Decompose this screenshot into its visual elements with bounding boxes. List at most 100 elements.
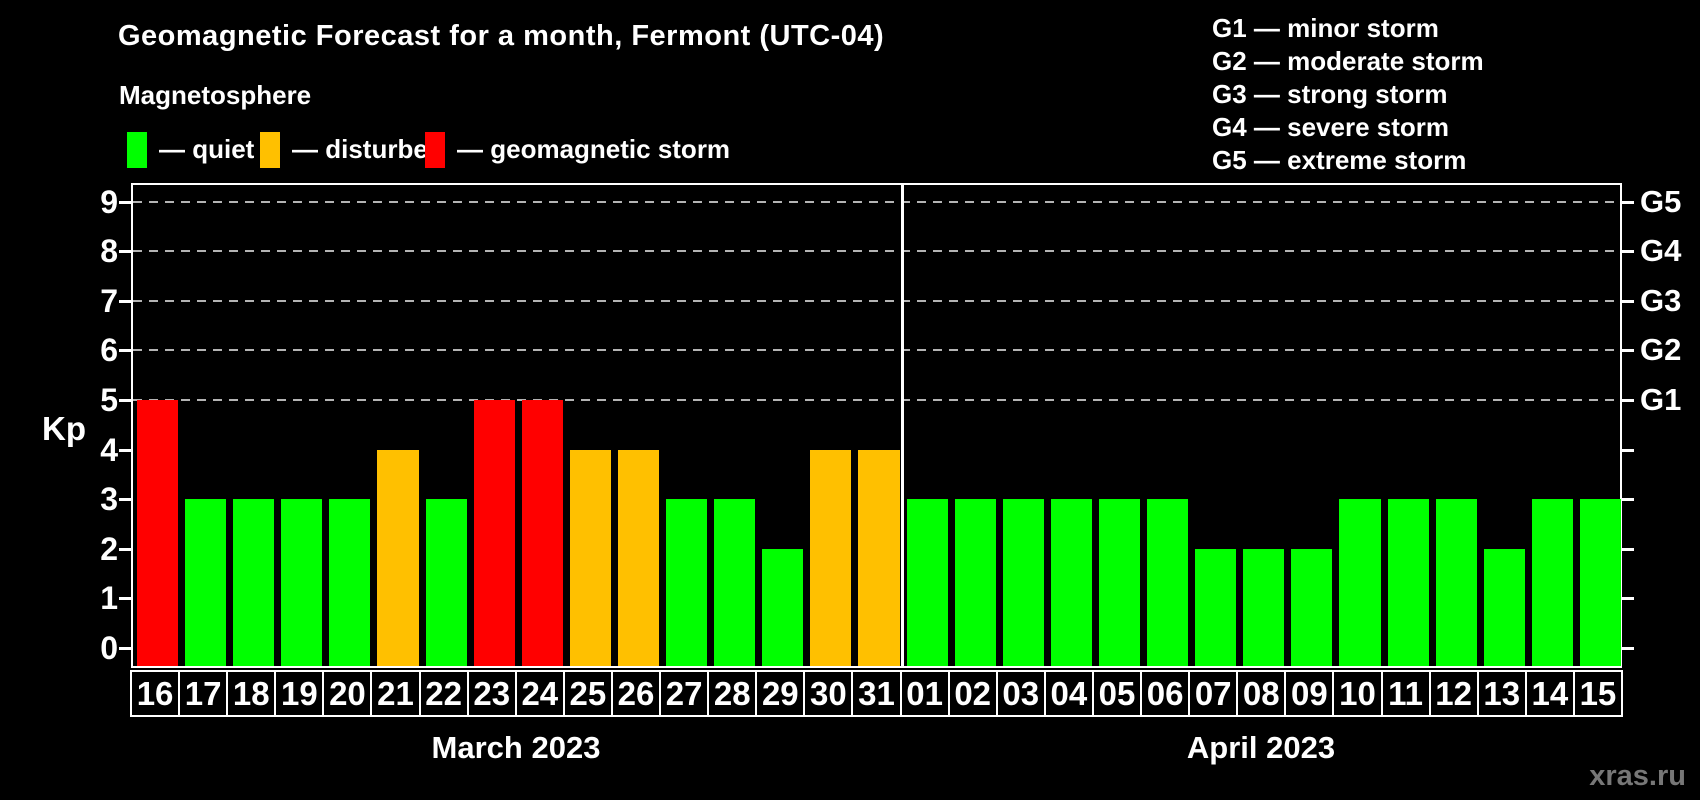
date-cell: 27 [659, 670, 710, 717]
kp-bar [1387, 499, 1429, 666]
date-cell: 20 [322, 670, 373, 717]
g-scale-legend-item: G4 — severe storm [1212, 112, 1450, 142]
y-axis-tick [119, 498, 131, 502]
month-label: April 2023 [1186, 730, 1336, 765]
kp-bar [1050, 499, 1092, 666]
kp-bar [1339, 499, 1381, 666]
date-cell: 11 [1380, 670, 1431, 717]
date-cell: 28 [707, 670, 758, 717]
kp-bar [137, 400, 179, 666]
y-axis-tick [119, 448, 131, 452]
g-scale-legend: G1 — minor storm G2 — moderate storm G3 — … [1212, 12, 1484, 177]
y-axis-tick-label: 1 [100, 580, 118, 617]
y-axis-tick-label: 4 [100, 431, 118, 468]
kp-bar [1243, 548, 1285, 666]
legend-item-storm: — geomagnetic storm [425, 131, 730, 168]
g-axis-tick [1622, 498, 1634, 502]
kp-bar [1291, 548, 1333, 666]
kp-bar [569, 449, 611, 666]
g-scale-legend-item: G1 — minor storm [1212, 13, 1439, 43]
date-cell: 30 [803, 670, 854, 717]
kp-bar [521, 400, 563, 666]
date-cell: 04 [1043, 670, 1094, 717]
month-separator [900, 185, 904, 666]
date-cell: 25 [562, 670, 613, 717]
y-axis-title: Kp [42, 410, 86, 447]
kp-bar [1531, 499, 1573, 666]
kp-bar [906, 499, 948, 666]
kp-bar [185, 499, 227, 666]
y-axis-tick [119, 299, 131, 303]
y-axis-tick-label: 6 [100, 332, 118, 369]
gridline-kp-9 [133, 200, 1620, 203]
y-axis-tick-label: 2 [100, 530, 118, 567]
g-axis-tick [1622, 349, 1634, 353]
kp-bar [233, 499, 275, 666]
kp-bar [714, 499, 756, 666]
date-cell: 05 [1091, 670, 1143, 717]
date-cell: 23 [466, 670, 517, 717]
kp-bar [1579, 499, 1621, 666]
y-axis-tick [119, 349, 131, 353]
gridline-kp-6 [133, 349, 1620, 352]
storm-swatch [425, 131, 445, 168]
kp-bar [1002, 499, 1044, 666]
y-axis-tick [119, 547, 131, 551]
kp-bar [954, 499, 996, 666]
date-cell: 19 [274, 670, 325, 717]
date-cell: 10 [1332, 670, 1383, 717]
kp-bar [858, 449, 900, 666]
g-axis-tick [1622, 597, 1634, 601]
kp-bar [617, 449, 660, 666]
quiet-swatch [127, 131, 147, 168]
y-axis-tick [119, 200, 131, 204]
date-cell: 08 [1236, 670, 1287, 717]
y-axis-tick-label: 5 [100, 382, 118, 418]
kp-bar [1147, 499, 1189, 666]
date-cell: 12 [1428, 670, 1479, 717]
kp-bar [1483, 548, 1525, 666]
y-axis-tick [119, 250, 131, 254]
kp-bar [377, 449, 419, 666]
gridline-kp-7 [133, 299, 1620, 302]
g-scale-tick-label: G1 [1640, 382, 1682, 417]
kp-bar [329, 499, 371, 666]
watermark: xras.ru [1589, 760, 1686, 792]
y-axis-tick-label: 8 [100, 233, 118, 270]
chart-title: Geomagnetic Forecast for a month, Fermon… [118, 20, 885, 52]
date-cell: 18 [226, 670, 277, 717]
disturbed-swatch [260, 131, 280, 168]
g-axis-tick [1622, 647, 1634, 650]
legend-label: — quiet [159, 134, 255, 164]
g-scale-legend-item: G5 — extreme storm [1212, 145, 1467, 175]
g-scale-legend-item: G3 — strong storm [1212, 79, 1448, 109]
date-cell: 16 [130, 670, 181, 717]
gridline-kp-5 [133, 399, 1620, 401]
date-cell: 01 [899, 670, 950, 717]
y-axis-tick [119, 647, 131, 650]
kp-bar [1195, 548, 1237, 666]
date-cell: 06 [1140, 670, 1191, 717]
date-cell: 22 [418, 670, 469, 717]
g-axis-tick [1622, 399, 1634, 402]
g-axis-tick [1622, 448, 1634, 452]
g-axis-tick [1622, 299, 1634, 303]
date-cell: 29 [755, 670, 806, 717]
date-cell: 15 [1572, 670, 1623, 717]
kp-bar [473, 400, 515, 666]
date-cell: 13 [1476, 670, 1527, 717]
kp-bar [1098, 499, 1141, 666]
date-cell: 03 [995, 670, 1046, 717]
month-label: March 2023 [431, 730, 601, 765]
g-scale-tick-label: G2 [1640, 332, 1682, 368]
legend-label: — disturbed [292, 134, 444, 164]
g-axis-tick [1622, 547, 1634, 551]
date-cell: 02 [947, 670, 998, 717]
kp-bar [1435, 499, 1477, 666]
gridline-kp-8 [133, 250, 1620, 253]
kp-bar [810, 449, 852, 666]
legend-label: — geomagnetic storm [457, 134, 731, 164]
kp-bar [281, 499, 323, 666]
g-axis-tick [1622, 250, 1634, 254]
